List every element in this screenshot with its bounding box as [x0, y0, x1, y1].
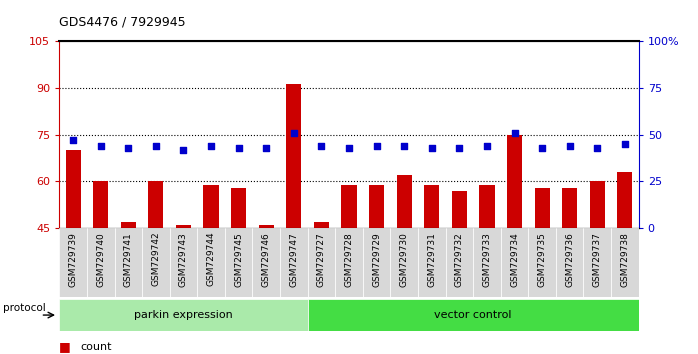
Text: GSM729731: GSM729731 [427, 232, 436, 287]
Bar [170, 228, 198, 297]
Bar [390, 228, 418, 297]
Text: GSM729737: GSM729737 [593, 232, 602, 287]
Text: GSM729745: GSM729745 [234, 232, 243, 286]
Point [205, 143, 216, 149]
Bar [369, 184, 384, 228]
Bar [314, 222, 329, 228]
Bar [617, 172, 632, 228]
Bar [562, 188, 577, 228]
Point [482, 143, 493, 149]
Point [68, 137, 79, 143]
Bar [148, 181, 163, 228]
Text: GSM729747: GSM729747 [290, 232, 298, 286]
Bar [473, 228, 500, 297]
Text: GSM729740: GSM729740 [96, 232, 105, 286]
Point [619, 141, 630, 147]
Text: GSM729742: GSM729742 [151, 232, 161, 286]
Text: ■: ■ [59, 341, 71, 353]
Bar [308, 228, 335, 297]
Point [288, 130, 299, 136]
Text: GSM729735: GSM729735 [537, 232, 547, 287]
Bar [198, 228, 225, 297]
Point [315, 143, 327, 149]
Bar [507, 135, 522, 228]
Point [454, 145, 465, 150]
Point [233, 145, 244, 150]
Text: parkin expression: parkin expression [134, 310, 233, 320]
Bar [121, 222, 136, 228]
Text: GSM729727: GSM729727 [317, 232, 326, 286]
Bar [424, 184, 439, 228]
Bar [480, 184, 494, 228]
Text: GSM729732: GSM729732 [455, 232, 464, 286]
Text: GSM729736: GSM729736 [565, 232, 574, 287]
Bar [87, 228, 114, 297]
Point [95, 143, 106, 149]
Text: GSM729746: GSM729746 [262, 232, 271, 286]
Bar [59, 228, 87, 297]
Text: GSM729733: GSM729733 [482, 232, 491, 287]
Bar [363, 228, 390, 297]
Point [509, 130, 520, 136]
Point [592, 145, 603, 150]
Bar [528, 228, 556, 297]
Text: GSM729744: GSM729744 [207, 232, 216, 286]
Bar [584, 228, 611, 297]
Bar [500, 228, 528, 297]
Bar [204, 184, 218, 228]
Bar [225, 228, 253, 297]
Text: GSM729728: GSM729728 [345, 232, 353, 286]
Text: GSM729729: GSM729729 [372, 232, 381, 286]
Text: GSM729730: GSM729730 [400, 232, 408, 287]
Text: GSM729739: GSM729739 [68, 232, 77, 287]
Bar [280, 228, 308, 297]
Bar [253, 228, 280, 297]
Text: GSM729741: GSM729741 [124, 232, 133, 286]
Point [399, 143, 410, 149]
Bar [611, 228, 639, 297]
Bar [59, 299, 308, 331]
Bar [308, 299, 639, 331]
Bar [114, 228, 142, 297]
Point [260, 145, 272, 150]
Point [426, 145, 438, 150]
Point [178, 147, 189, 152]
Text: GSM729734: GSM729734 [510, 232, 519, 286]
Bar [396, 175, 412, 228]
Bar [418, 228, 445, 297]
Text: count: count [80, 342, 112, 352]
Bar [535, 188, 550, 228]
Bar [259, 225, 274, 228]
Point [371, 143, 383, 149]
Point [123, 145, 134, 150]
Bar [142, 228, 170, 297]
Bar [341, 184, 357, 228]
Text: GSM729743: GSM729743 [179, 232, 188, 286]
Text: GSM729738: GSM729738 [621, 232, 630, 287]
Bar [286, 85, 302, 228]
Bar [66, 150, 81, 228]
Bar [231, 188, 246, 228]
Bar [452, 191, 467, 228]
Point [564, 143, 575, 149]
Point [343, 145, 355, 150]
Point [537, 145, 548, 150]
Bar [176, 225, 191, 228]
Text: GDS4476 / 7929945: GDS4476 / 7929945 [59, 16, 186, 29]
Bar [590, 181, 605, 228]
Bar [335, 228, 363, 297]
Text: protocol: protocol [3, 303, 46, 313]
Bar [93, 181, 108, 228]
Bar [556, 228, 584, 297]
Bar [445, 228, 473, 297]
Point [150, 143, 161, 149]
Text: vector control: vector control [434, 310, 512, 320]
